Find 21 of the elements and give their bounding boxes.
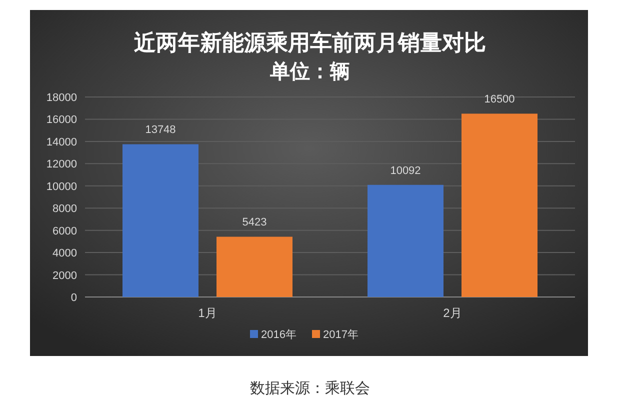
y-tick-label: 0 [70, 292, 77, 304]
data-label: 13748 [145, 124, 176, 136]
x-tick-label: 1月 [198, 306, 217, 320]
y-tick-label: 4000 [52, 248, 77, 260]
y-tick-label: 12000 [46, 158, 77, 171]
data-label: 16500 [484, 94, 515, 106]
y-tick-label: 16000 [46, 114, 77, 126]
y-tick-label: 6000 [52, 225, 77, 238]
legend-label: 2017年 [323, 329, 358, 341]
y-tick-label: 18000 [46, 92, 77, 104]
y-tick-label: 2000 [52, 270, 77, 282]
y-tick-label: 8000 [52, 203, 77, 216]
x-tick-label: 2月 [443, 306, 462, 320]
annotation: 数据来源：乘联会 [250, 380, 370, 397]
y-tick-label: 10000 [46, 180, 77, 193]
data-label: 5423 [242, 216, 267, 229]
data-label: 10092 [390, 164, 421, 177]
title: 近两年新能源乘用车前两月销量对比 [134, 30, 486, 55]
y-tick-label: 14000 [46, 136, 77, 148]
legend-label: 2016年 [261, 329, 296, 341]
subtitle: 单位：辆 [270, 61, 350, 83]
